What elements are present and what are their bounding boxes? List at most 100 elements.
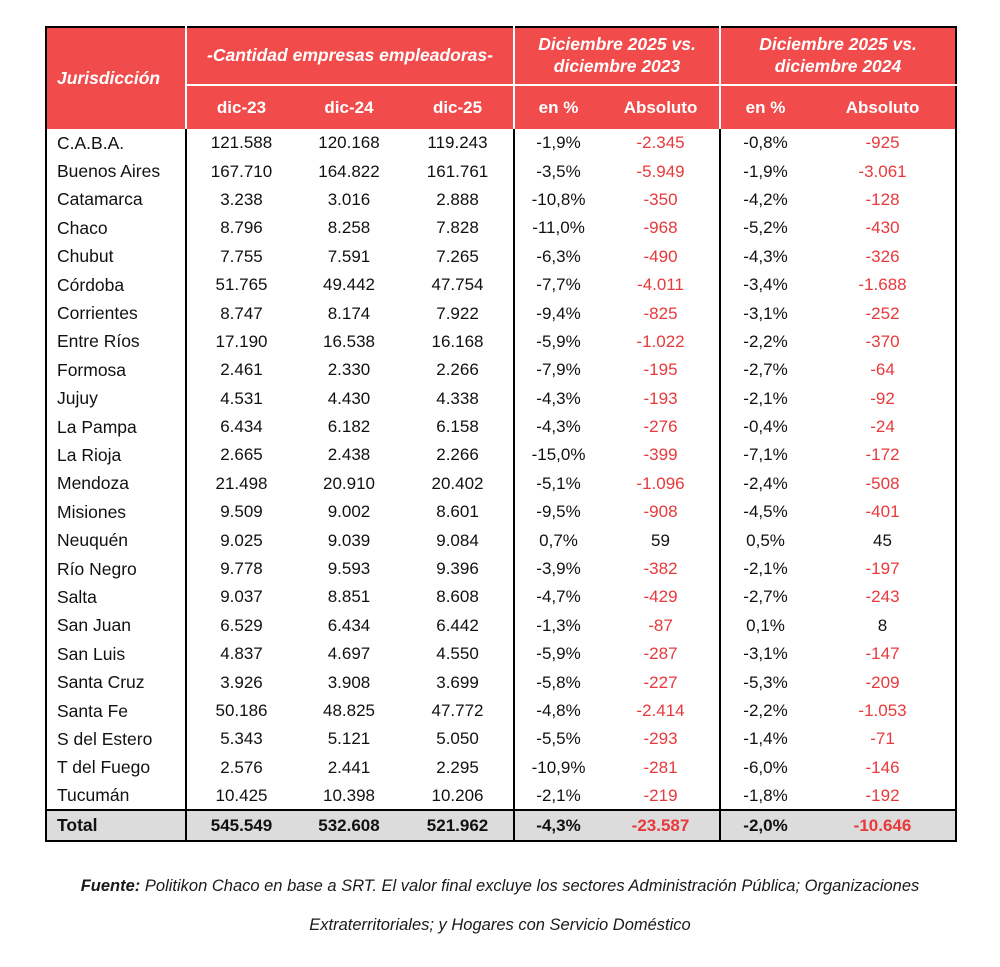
table-row: La Rioja 2.665 2.438 2.266 -15,0% -399 -… (46, 441, 956, 470)
value-cell: 16.168 (431, 331, 484, 351)
value-cell: -0,4% (719, 412, 811, 442)
column-header-dic-23: dic-23 (185, 84, 296, 129)
value-cell: 8.796 (185, 214, 296, 243)
value-cell: -4,3% (513, 412, 603, 442)
table-row: S del Estero 5.343 5.121 5.050 -5,5% -29… (46, 725, 956, 754)
value-cell: 3.699 (436, 672, 479, 692)
value-cell: 2.438 (327, 445, 371, 465)
value-cell: 45 (873, 530, 892, 550)
jurisdiction-cell: La Pampa (57, 416, 137, 437)
value-cell: 2.295 (436, 757, 479, 777)
table-row: Jujuy 4.531 4.430 4.338 -4,3% -193 -2,1%… (46, 384, 956, 413)
value-cell: -1.022 (636, 331, 685, 351)
value-cell: 9.778 (185, 554, 296, 584)
table-row: Misiones 9.509 9.002 8.601 -9,5% -908 -4… (46, 498, 956, 527)
value-cell: 119.243 (427, 133, 488, 153)
value-cell: -128 (865, 189, 900, 209)
value-cell: 0,7% (513, 526, 603, 555)
jurisdiction-cell: Misiones (57, 501, 127, 522)
value-cell: 6.158 (436, 417, 479, 437)
jurisdiction-cell: Córdoba (57, 274, 125, 295)
value-cell: 6.529 (185, 611, 296, 641)
group-header-vs-dic-2024: Diciembre 2025 vs. diciembre 2024 (719, 27, 957, 85)
value-cell: 4.338 (436, 388, 479, 408)
value-cell: 16.538 (323, 331, 375, 351)
value-cell: -10.646 (810, 809, 957, 842)
value-cell: -4.011 (637, 275, 684, 295)
source-note: Fuente: Politikon Chaco en base a SRT. E… (45, 876, 955, 936)
value-cell: -430 (865, 218, 900, 238)
value-cell: -5,8% (513, 668, 603, 697)
value-cell: 120.168 (318, 133, 380, 153)
value-cell: 4.837 (185, 640, 296, 669)
jurisdiction-cell: Total (46, 809, 186, 842)
jurisdiction-cell: Chubut (57, 246, 114, 267)
value-cell: -2,4% (719, 469, 811, 499)
value-cell: -5,3% (719, 668, 811, 697)
value-cell: -2,1% (719, 384, 811, 413)
value-cell: 20.402 (431, 473, 484, 493)
column-header-jurisdiccion: Jurisdicción (46, 27, 186, 129)
table-row: Catamarca 3.238 3.016 2.888 -10,8% -350 … (46, 185, 956, 215)
value-cell: 4.697 (327, 644, 371, 664)
column-header-absoluto-2024: Absoluto (810, 84, 957, 129)
value-cell: 2.888 (436, 189, 479, 209)
value-cell: -287 (643, 644, 678, 664)
value-cell: 2.461 (185, 356, 296, 385)
value-cell: -925 (865, 133, 900, 153)
group-header-row: Jurisdicción -Cantidad empresas empleado… (46, 27, 957, 129)
report-page: Jurisdicción -Cantidad empresas empleado… (45, 26, 958, 936)
value-cell: 167.710 (185, 157, 296, 186)
value-cell: -281 (643, 757, 678, 777)
table-row: Córdoba 51.765 49.442 47.754 -7,7% -4.01… (46, 270, 956, 300)
table-row: Neuquén 9.025 9.039 9.084 0,7% 59 0,5% 4… (46, 526, 956, 555)
value-cell: -382 (643, 559, 678, 579)
jurisdiction-cell: Salta (57, 586, 97, 607)
source-note-line-1: Fuente: Politikon Chaco en base a SRT. E… (45, 876, 955, 897)
value-cell: 49.442 (323, 275, 375, 295)
value-cell: 4.550 (436, 644, 479, 664)
value-cell: -7,9% (513, 356, 603, 385)
value-cell: 521.962 (402, 809, 515, 842)
value-cell: 545.549 (185, 809, 296, 842)
value-cell: -24 (870, 417, 895, 437)
value-cell: -2,7% (719, 356, 811, 385)
table-row: Tucumán 10.425 10.398 10.206 -2,1% -219 … (46, 781, 956, 811)
value-cell: 2.266 (436, 445, 479, 465)
value-cell: 3.908 (327, 672, 371, 692)
value-cell: -6,3% (513, 242, 603, 271)
value-cell: 9.593 (327, 559, 371, 579)
jurisdiction-cell: Entre Ríos (57, 331, 140, 352)
group-header-vs-dic-2023: Diciembre 2025 vs. diciembre 2023 (513, 27, 721, 85)
value-cell: -1.096 (636, 473, 685, 493)
value-cell: 47.754 (431, 275, 484, 295)
jurisdiction-cell: Mendoza (57, 473, 129, 494)
value-cell: -370 (865, 331, 900, 351)
jurisdiction-cell: La Rioja (57, 444, 122, 465)
table-row: Santa Fe 50.186 48.825 47.772 -4,8% -2.4… (46, 696, 956, 726)
value-cell: 164.822 (318, 161, 380, 181)
value-cell: -219 (643, 785, 678, 805)
value-cell: -4,3% (513, 809, 603, 842)
value-cell: -908 (643, 502, 678, 522)
value-cell: -1,9% (719, 157, 811, 186)
value-cell: 9.084 (436, 530, 479, 550)
value-cell: -429 (643, 587, 678, 607)
column-header-pct-2024: en % (719, 84, 811, 129)
value-cell: 10.398 (323, 785, 375, 805)
value-cell: 2.266 (436, 360, 479, 380)
value-cell: -3,4% (719, 270, 811, 300)
value-cell: 10.425 (185, 781, 296, 811)
value-cell: -9,4% (513, 299, 603, 328)
column-header-pct-2023: en % (513, 84, 603, 129)
value-cell: -825 (643, 303, 678, 323)
value-cell: 9.039 (327, 530, 371, 550)
value-cell: -2,1% (719, 554, 811, 584)
value-cell: 7.755 (185, 242, 296, 271)
value-cell: 4.430 (327, 388, 371, 408)
table-row: Corrientes 8.747 8.174 7.922 -9,4% -825 … (46, 299, 956, 328)
value-cell: 7.591 (327, 246, 371, 266)
total-row: Total 545.549 532.608 521.962 -4,3% -23.… (46, 809, 957, 842)
table-row: La Pampa 6.434 6.182 6.158 -4,3% -276 -0… (46, 412, 956, 442)
table-row: Salta 9.037 8.851 8.608 -4,7% -429 -2,7%… (46, 583, 956, 612)
